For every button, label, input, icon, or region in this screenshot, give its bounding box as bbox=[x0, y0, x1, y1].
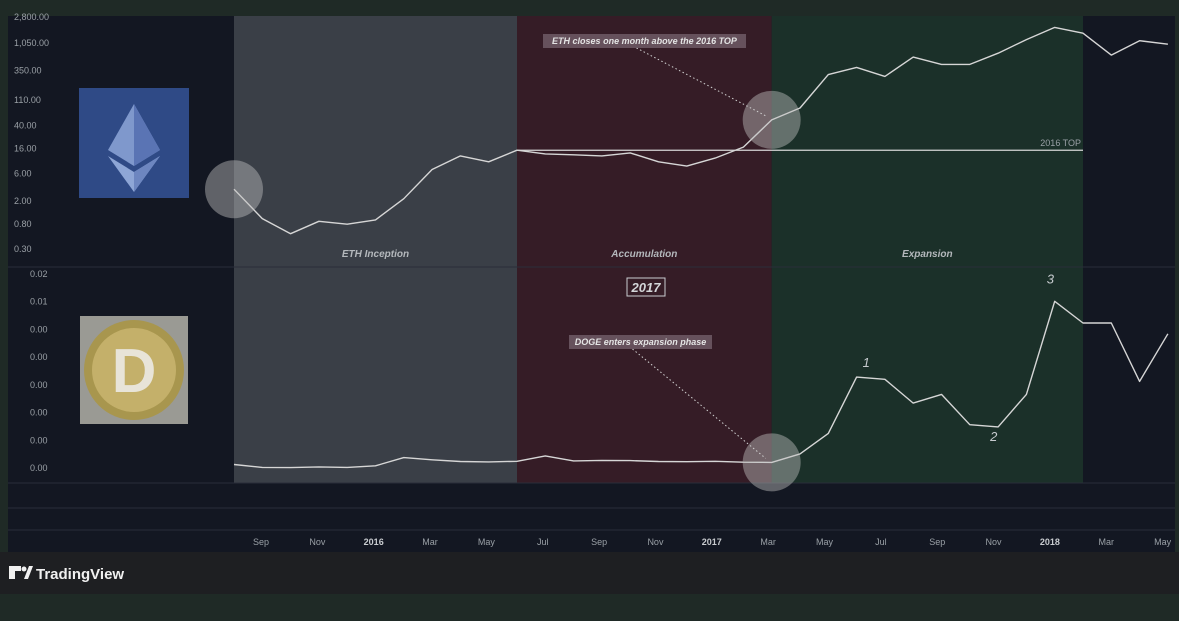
wave-label-3: 3 bbox=[1047, 271, 1055, 286]
wave-label-1: 1 bbox=[863, 355, 870, 370]
phase-band bbox=[234, 16, 517, 483]
doge-y-tick-label: 0.00 bbox=[30, 408, 48, 418]
tradingview-logo-icon[interactable] bbox=[9, 566, 33, 579]
eth-y-tick-label: 6.00 bbox=[14, 168, 32, 178]
eth-highlight-circle bbox=[205, 160, 263, 219]
reference-line-label: 2016 TOP bbox=[1040, 138, 1081, 148]
eth-y-tick-label: 16.00 bbox=[14, 144, 37, 154]
phase-label: Expansion bbox=[902, 249, 953, 260]
bottom-bar bbox=[0, 552, 1179, 594]
phase-label: ETH Inception bbox=[342, 249, 409, 260]
eth-y-tick-label: 1,050.00 bbox=[14, 38, 49, 48]
eth-annotation: ETH closes one month above the 2016 TOP bbox=[543, 34, 766, 117]
annotation-pointer bbox=[636, 47, 766, 117]
x-axis-label: Nov bbox=[986, 537, 1003, 547]
eth-highlight-circle bbox=[742, 90, 801, 149]
x-axis-label: Mar bbox=[422, 537, 438, 547]
x-axis-label: 2016 bbox=[364, 537, 384, 547]
ethereum-logo-icon bbox=[79, 88, 189, 198]
eth-y-tick-label: 2.00 bbox=[14, 196, 32, 206]
year-label-text: 2017 bbox=[631, 280, 662, 295]
eth-y-tick-label: 0.80 bbox=[14, 219, 32, 229]
x-axis-label: Sep bbox=[591, 537, 607, 547]
phase-band bbox=[771, 16, 1083, 483]
x-axis-label: 2018 bbox=[1040, 537, 1060, 547]
x-axis-label: Jul bbox=[537, 537, 549, 547]
x-axis-label: Sep bbox=[253, 537, 269, 547]
x-axis-label: Sep bbox=[929, 537, 945, 547]
eth-series-line bbox=[233, 26, 1168, 235]
x-axis-label: Mar bbox=[1099, 537, 1115, 547]
eth-y-tick-label: 0.30 bbox=[14, 244, 32, 254]
doge-y-tick-label: 0.02 bbox=[30, 269, 48, 279]
year-label-box bbox=[626, 277, 666, 297]
annotation-text: DOGE enters expansion phase bbox=[575, 337, 707, 347]
x-axis-label: 2017 bbox=[702, 537, 722, 547]
doge-y-tick-label: 0.00 bbox=[30, 324, 48, 334]
x-axis-label: Mar bbox=[760, 537, 776, 547]
x-axis-label: May bbox=[1154, 537, 1172, 547]
x-axis-label: May bbox=[816, 537, 834, 547]
doge-y-tick-label: 0.00 bbox=[30, 380, 48, 390]
x-axis-label: Nov bbox=[309, 537, 326, 547]
x-axis-label: Jul bbox=[875, 537, 887, 547]
doge-y-tick-label: 0.00 bbox=[30, 435, 48, 445]
phase-label: Accumulation bbox=[610, 249, 677, 260]
eth-y-tick-label: 110.00 bbox=[14, 95, 41, 105]
doge-series-line bbox=[233, 300, 1169, 469]
wave-label-2: 2 bbox=[989, 429, 998, 444]
doge-y-tick-label: 0.01 bbox=[30, 297, 48, 307]
phase-band bbox=[517, 16, 772, 483]
annotation-text: ETH closes one month above the 2016 TOP bbox=[552, 36, 738, 46]
svg-text:D: D bbox=[112, 337, 157, 406]
doge-highlight-circle bbox=[742, 433, 801, 492]
doge-y-tick-label: 0.00 bbox=[30, 463, 48, 473]
x-axis-label: Nov bbox=[647, 537, 664, 547]
annotation-box bbox=[569, 335, 712, 349]
x-axis-label: May bbox=[478, 537, 496, 547]
brand-name: TradingView bbox=[36, 566, 124, 583]
annotation-pointer bbox=[632, 348, 767, 459]
annotation-box bbox=[543, 34, 746, 48]
doge-annotation: DOGE enters expansion phase bbox=[569, 335, 767, 459]
eth-y-tick-label: 40.00 bbox=[14, 120, 37, 130]
dogecoin-logo-icon: D bbox=[80, 316, 188, 424]
doge-y-tick-label: 0.00 bbox=[30, 352, 48, 362]
eth-y-tick-label: 2,800.00 bbox=[14, 12, 49, 22]
year-label-2017: 2017 bbox=[626, 277, 666, 297]
eth-y-tick-label: 350.00 bbox=[14, 66, 42, 76]
